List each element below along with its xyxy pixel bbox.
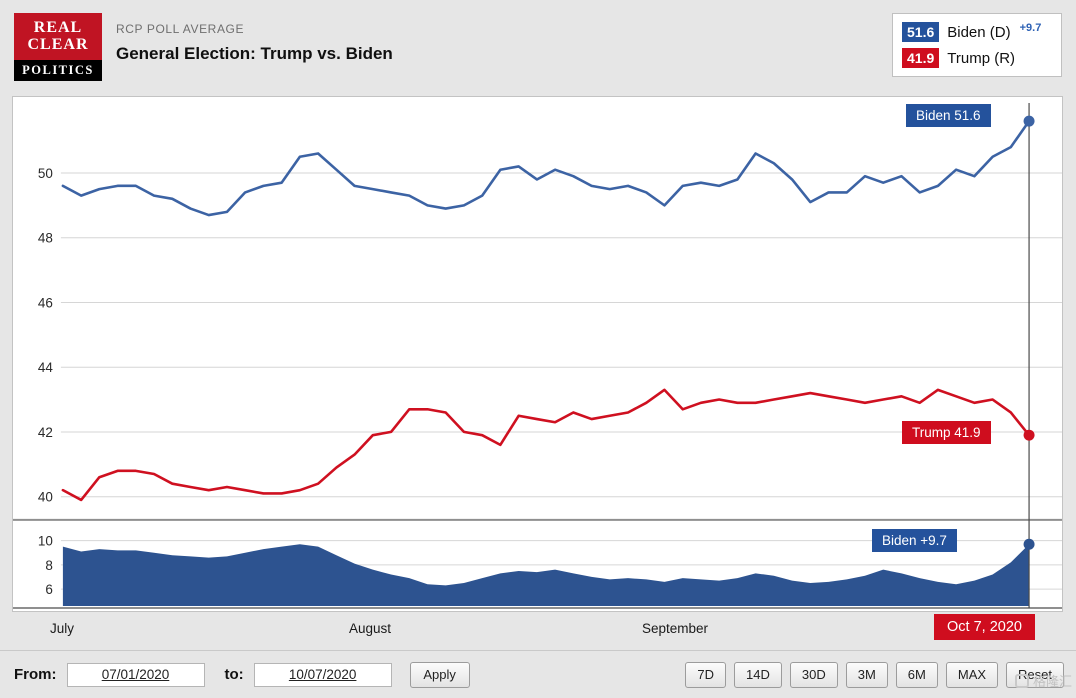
- logo-line-real: REAL: [33, 19, 83, 37]
- svg-text:42: 42: [38, 425, 53, 440]
- legend-box: 51.6 Biden (D) +9.7 41.9 Trump (R): [892, 13, 1062, 77]
- header: REAL CLEAR POLITICS RCP POLL AVERAGE Gen…: [0, 0, 1076, 90]
- x-axis-strip: July August September: [12, 612, 1063, 650]
- date-range-controls: From: to: Apply: [14, 661, 470, 688]
- trump-legend-label: Trump (R): [947, 49, 1016, 67]
- range-button-14d[interactable]: 14D: [734, 661, 782, 688]
- chart-svg[interactable]: 50 48 46 44 42 40 10 8 6: [13, 97, 1062, 611]
- x-tick-september: September: [641, 621, 709, 636]
- rcp-logo[interactable]: REAL CLEAR POLITICS: [14, 13, 102, 81]
- controls-bar: From: to: Apply 7D 14D 30D 3M 6M MAX Res…: [0, 650, 1076, 698]
- poll-chart-canvas[interactable]: 50 48 46 44 42 40 10 8 6: [12, 96, 1063, 612]
- legend-row-trump: 41.9 Trump (R): [902, 48, 1052, 68]
- page-title: General Election: Trump vs. Biden: [116, 44, 393, 63]
- svg-text:6: 6: [45, 582, 52, 597]
- svg-text:46: 46: [38, 295, 53, 310]
- x-tick-august: August: [348, 621, 392, 636]
- trump-value-chip: 41.9: [902, 48, 940, 68]
- svg-text:50: 50: [38, 166, 53, 181]
- biden-legend-label: Biden (D): [947, 23, 1011, 41]
- svg-text:40: 40: [38, 490, 53, 505]
- svg-text:10: 10: [38, 534, 53, 549]
- to-label: to:: [224, 666, 244, 683]
- biden-change-badge: +9.7: [1019, 22, 1042, 34]
- trump-end-label: Trump 41.9: [902, 421, 991, 444]
- to-date-input[interactable]: [253, 662, 392, 687]
- from-label: From:: [14, 666, 57, 683]
- apply-button[interactable]: Apply: [409, 661, 470, 688]
- range-button-30d[interactable]: 30D: [789, 661, 838, 688]
- legend-row-biden: 51.6 Biden (D) +9.7: [902, 22, 1052, 42]
- spread-end-label: Biden +9.7: [872, 529, 957, 552]
- svg-text:44: 44: [38, 360, 53, 375]
- biden-end-label: Biden 51.6: [906, 104, 991, 127]
- range-button-7d[interactable]: 7D: [685, 661, 727, 688]
- x-tick-july: July: [49, 621, 75, 636]
- svg-text:48: 48: [38, 231, 53, 246]
- end-date-label: Oct 7, 2020: [934, 614, 1035, 640]
- range-button-6m[interactable]: 6M: [895, 661, 938, 688]
- svg-text:8: 8: [45, 558, 52, 573]
- kicker-label: RCP POLL AVERAGE: [116, 22, 245, 36]
- logo-line-clear: CLEAR: [27, 35, 89, 53]
- biden-value-chip: 51.6: [902, 22, 940, 42]
- from-date-input[interactable]: [66, 662, 205, 687]
- reset-button[interactable]: Reset: [1006, 661, 1064, 688]
- range-preset-buttons: 7D 14D 30D 3M 6M MAX Reset: [685, 661, 1064, 688]
- range-button-3m[interactable]: 3M: [845, 661, 888, 688]
- rcp-logo-top: REAL CLEAR: [14, 13, 102, 60]
- rcp-logo-bottom: POLITICS: [14, 60, 102, 81]
- range-button-max[interactable]: MAX: [945, 661, 999, 688]
